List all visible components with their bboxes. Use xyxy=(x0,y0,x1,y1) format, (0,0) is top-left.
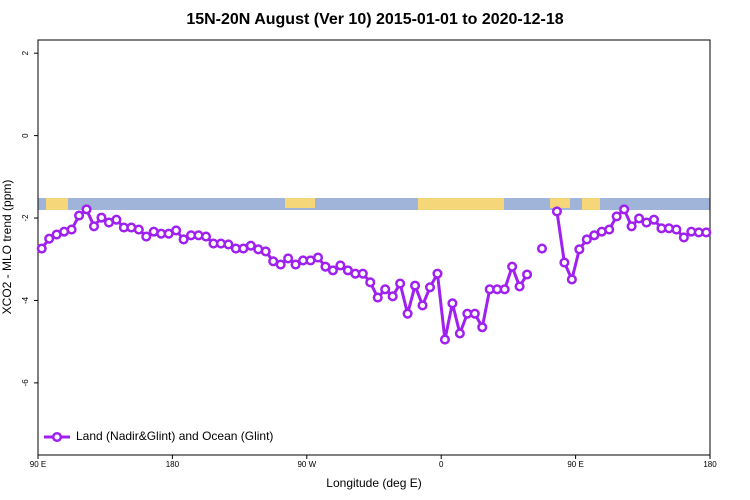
x-tick-label: 90 E xyxy=(30,460,46,469)
data-point xyxy=(387,291,398,302)
data-point xyxy=(66,224,77,235)
data-point xyxy=(522,269,533,280)
data-point xyxy=(626,221,637,232)
data-point xyxy=(499,284,510,295)
data-point xyxy=(36,243,47,254)
legend-marker xyxy=(51,431,63,443)
data-point xyxy=(372,292,383,303)
data-point xyxy=(551,206,562,217)
data-point xyxy=(634,213,645,224)
data-point xyxy=(283,253,294,264)
data-point xyxy=(566,274,577,285)
data-point xyxy=(507,261,518,272)
legend-label: Land (Nadir&Glint) and Ocean (Glint) xyxy=(76,429,273,443)
data-point xyxy=(245,240,256,251)
data-point xyxy=(402,308,413,319)
data-point xyxy=(678,232,689,243)
data-point xyxy=(74,210,85,221)
data-point xyxy=(171,225,182,236)
data-point xyxy=(477,322,488,333)
data-point xyxy=(395,278,406,289)
data-point xyxy=(133,224,144,235)
map-strip xyxy=(38,198,710,210)
data-point xyxy=(327,265,338,276)
chart-title: 15N-20N August (Ver 10) 2015-01-01 to 20… xyxy=(186,11,563,28)
data-point xyxy=(88,221,100,232)
data-point xyxy=(178,234,189,245)
data-point xyxy=(290,259,301,270)
data-point xyxy=(701,227,712,238)
x-tick-label: 0 xyxy=(439,460,444,469)
data-point xyxy=(604,224,615,235)
data-point xyxy=(536,243,548,254)
data-point xyxy=(514,281,525,292)
data-point xyxy=(200,231,212,242)
data-point xyxy=(574,244,585,255)
y-axis-label: XCO2 - MLO trend (ppm) xyxy=(0,180,14,315)
data-point xyxy=(335,260,346,271)
data-point xyxy=(81,204,92,215)
data-point xyxy=(432,268,443,279)
data-point xyxy=(357,268,368,279)
data-point xyxy=(141,231,152,242)
data-point xyxy=(424,282,436,293)
data-point xyxy=(589,230,600,241)
x-tick-label: 90 W xyxy=(297,460,316,469)
data-point xyxy=(275,259,286,270)
data-point xyxy=(581,234,592,245)
x-tick-label: 180 xyxy=(703,460,717,469)
data-point xyxy=(447,298,458,309)
x-tick-label: 180 xyxy=(166,460,180,469)
data-point xyxy=(611,211,622,222)
data-point xyxy=(365,277,376,288)
data-point xyxy=(320,261,331,272)
data-point xyxy=(410,280,421,291)
data-point xyxy=(44,233,55,244)
data-point xyxy=(96,212,107,223)
data-point xyxy=(380,284,391,295)
data-point xyxy=(469,308,480,319)
y-tick-label: -4 xyxy=(21,296,30,304)
data-point xyxy=(312,252,324,263)
data-point xyxy=(439,334,450,345)
plot-frame xyxy=(37,39,711,456)
data-point xyxy=(223,239,234,250)
data-point xyxy=(417,300,428,311)
x-tick-label: 90 E xyxy=(567,460,583,469)
data-point xyxy=(671,224,682,235)
y-tick-label: 0 xyxy=(21,133,30,138)
y-tick-label: -2 xyxy=(21,214,30,222)
data-point xyxy=(454,328,465,339)
data-point xyxy=(559,257,570,268)
data-point xyxy=(111,214,122,225)
x-axis-label: Longitude (deg E) xyxy=(326,476,421,490)
data-point xyxy=(619,204,630,215)
y-tick-label: -6 xyxy=(21,379,30,387)
y-tick-label: 2 xyxy=(21,50,30,55)
data-point xyxy=(648,214,660,225)
data-point xyxy=(260,246,271,257)
